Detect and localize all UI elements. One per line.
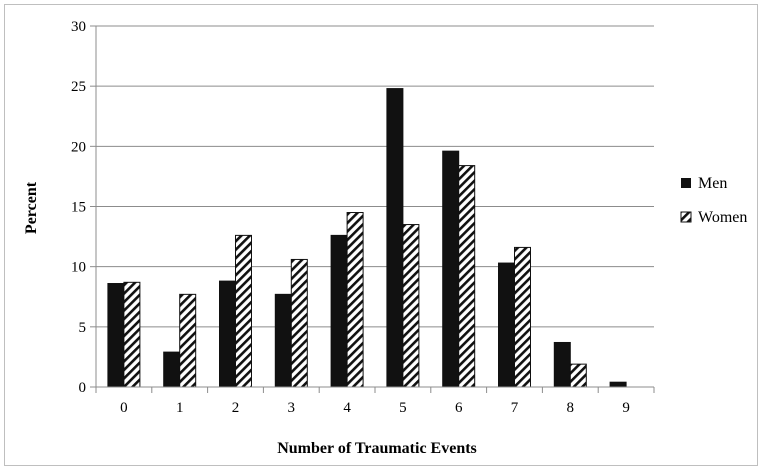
bar-men-9: [609, 381, 627, 388]
y-axis-title: Percent: [23, 181, 40, 234]
tick-labels: 0 5 10 15 20 25 30 0 1 2 3 4 5 6 7 8 9: [71, 19, 630, 416]
bar-women-8: [569, 363, 587, 388]
bar-men-4: [330, 234, 348, 388]
x-tick-label: 2: [232, 400, 240, 416]
y-tick-label: 25: [71, 79, 86, 95]
x-tick-label: 5: [399, 400, 407, 416]
bar-men-1: [163, 351, 181, 388]
bar-men-5: [386, 88, 404, 388]
x-tick-label: 0: [120, 400, 128, 416]
y-tick-label: 20: [71, 139, 86, 155]
y-tick-label: 30: [71, 19, 86, 35]
bar-women-2: [235, 234, 252, 388]
bar-men-6: [442, 150, 460, 388]
gridlines: [96, 25, 654, 328]
bar-men-0: [107, 283, 125, 388]
x-tick-label: 6: [455, 400, 463, 416]
bar-women-6: [458, 165, 476, 388]
bar-women-3: [290, 258, 308, 388]
y-tick-label: 0: [79, 380, 87, 396]
x-tick-label: 9: [622, 400, 630, 416]
legend-label-men: Men: [698, 175, 727, 192]
legend: Men Women: [680, 175, 747, 226]
x-axis-title: Number of Traumatic Events: [277, 440, 477, 457]
legend-label-women: Women: [698, 209, 747, 226]
y-tick-label: 10: [71, 260, 86, 276]
legend-swatch-men: [681, 178, 691, 188]
chart-frame: [4, 4, 758, 466]
bar-men-8: [553, 341, 571, 388]
y-tick-label: 15: [71, 200, 86, 216]
x-tick-label: 8: [567, 400, 575, 416]
y-tick-label: 5: [79, 320, 87, 336]
bar-men-3: [274, 293, 292, 388]
bars: [107, 88, 627, 388]
legend-swatch-women: [680, 211, 692, 223]
bar-women-7: [514, 246, 531, 388]
bar-women-5: [402, 224, 420, 388]
bar-women-1: [179, 293, 197, 388]
bar-women-4: [346, 212, 364, 388]
bar-men-2: [219, 280, 236, 388]
x-tick-label: 4: [343, 400, 351, 416]
bar-men-7: [498, 262, 515, 388]
x-tick-label: 3: [288, 400, 296, 416]
bar-women-0: [123, 281, 141, 388]
x-tick-label: 1: [176, 400, 184, 416]
axes: [90, 25, 655, 393]
x-tick-label: 7: [511, 400, 519, 416]
